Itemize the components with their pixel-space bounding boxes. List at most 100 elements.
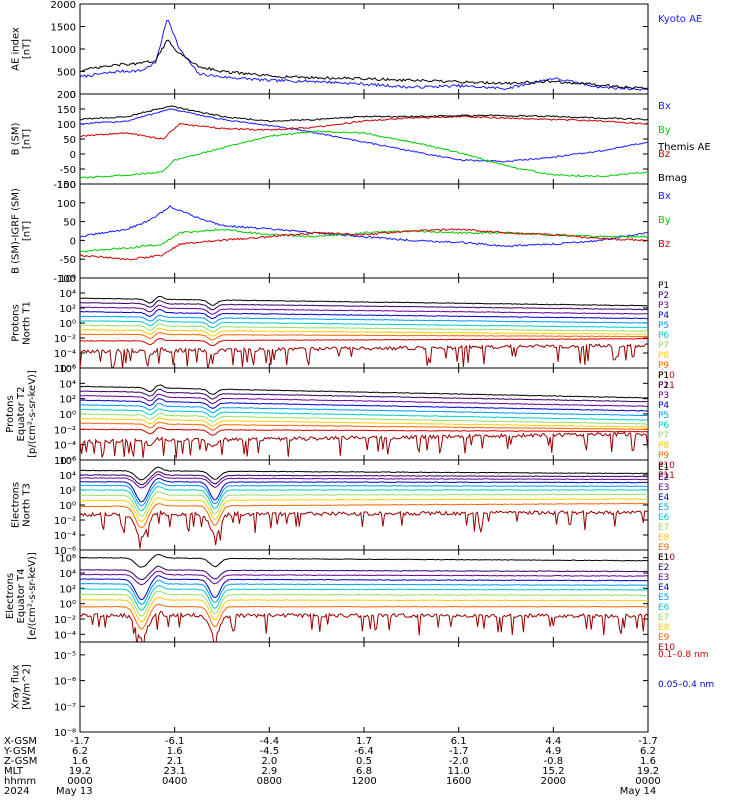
legend-label: P3 xyxy=(658,301,669,311)
x-axis-value: -6.1 xyxy=(165,736,185,747)
series-line-e3 xyxy=(80,474,648,489)
legend-label: P8 xyxy=(658,351,669,361)
series-line-p8 xyxy=(80,327,648,337)
series-line-p4 xyxy=(80,308,648,320)
y-tick-label: 10⁰ xyxy=(59,319,76,330)
legend-label: E6 xyxy=(658,513,670,523)
x-axis-row-label: Y-GSM xyxy=(3,746,36,757)
y-tick-label: 10⁻⁶ xyxy=(54,456,76,467)
legend-label: E1 xyxy=(658,463,669,473)
series-line-e7 xyxy=(80,590,648,617)
series-line-p9 xyxy=(80,331,648,341)
y-tick-label: 150 xyxy=(57,180,76,191)
legend-label: P10 xyxy=(658,371,675,381)
series-line-e6 xyxy=(80,584,648,611)
y-axis-label: [nT] xyxy=(22,129,33,149)
y-tick-label: 10⁻⁶ xyxy=(54,546,76,557)
legend-label: P7 xyxy=(658,341,669,351)
x-axis-value: 1.6 xyxy=(72,756,88,767)
legend-label: E5 xyxy=(658,593,669,603)
y-tick-label: 10⁻² xyxy=(54,615,76,626)
y-tick-label: 10⁶ xyxy=(59,456,76,467)
y-tick-label: 1500 xyxy=(51,23,76,34)
y-axis-label: B (SM) xyxy=(11,122,22,155)
y-tick-label: 10⁻⁷ xyxy=(54,702,76,713)
y-tick-label: -100 xyxy=(53,274,76,285)
legend-label: Bx xyxy=(658,101,671,112)
series-line-bx xyxy=(80,204,648,248)
x-axis-row-label: MLT xyxy=(4,766,24,777)
y-tick-label: 50 xyxy=(63,218,76,229)
x-axis-value: 2.0 xyxy=(261,756,277,767)
series-line-p1 xyxy=(80,384,648,399)
legend-label: E3 xyxy=(658,573,669,583)
legend-label: Bz xyxy=(658,149,670,160)
legend-label: E10 xyxy=(658,553,675,563)
legend-label: P9 xyxy=(658,361,669,371)
y-axis-label: [e/(cm²-s-sr-keV)] xyxy=(27,552,38,640)
y-tick-label: 200 xyxy=(57,90,76,101)
x-axis-value: May 14 xyxy=(620,786,657,797)
legend-label: P8 xyxy=(658,441,669,451)
y-tick-label: 10⁴ xyxy=(59,379,76,390)
x-axis-value: 1.6 xyxy=(167,746,183,757)
y-tick-label: 10⁻⁴ xyxy=(54,441,76,452)
y-axis-label: Protons xyxy=(11,304,22,341)
series-line-bz xyxy=(80,228,648,261)
y-tick-label: 2000 xyxy=(51,0,76,11)
series-line-p1 xyxy=(80,295,648,307)
y-tick-label: 10² xyxy=(59,486,76,497)
y-tick-label: 50 xyxy=(63,135,76,146)
x-axis-value: 4.4 xyxy=(545,736,561,747)
y-axis-label: Equator T2 xyxy=(16,387,27,442)
x-axis-value: 1.6 xyxy=(640,756,656,767)
legend-label: E8 xyxy=(658,623,670,633)
x-axis-value: 19.2 xyxy=(69,766,91,777)
series-line-by xyxy=(80,228,648,253)
x-axis-row-label: hhmm xyxy=(4,776,36,787)
x-axis-value: -6.4 xyxy=(354,746,374,757)
y-tick-label: 0 xyxy=(70,236,76,247)
y-tick-label: 0 xyxy=(70,90,76,101)
x-axis-value: 1600 xyxy=(446,776,471,787)
legend-label: P7 xyxy=(658,431,669,441)
series-line-e3 xyxy=(80,570,648,586)
legend-label: P9 xyxy=(658,451,669,461)
legend-label: E4 xyxy=(658,493,670,503)
x-axis-value: 0400 xyxy=(162,776,187,787)
panel-4-frame xyxy=(79,277,649,369)
legend-label: P11 xyxy=(658,471,675,481)
series-line-e7 xyxy=(80,491,648,517)
legend-label: P1 xyxy=(658,281,669,291)
legend-label: E3 xyxy=(658,483,669,493)
y-tick-label: 10⁶ xyxy=(59,554,76,565)
x-axis-row-label: X-GSM xyxy=(4,736,37,747)
y-axis-label: [nT] xyxy=(22,39,33,59)
x-axis-value: -0.8 xyxy=(544,756,564,767)
series-line-p6 xyxy=(80,408,648,421)
series-line-p2 xyxy=(80,388,648,403)
y-tick-label: 10⁻⁴ xyxy=(54,349,76,360)
legend-label: E9 xyxy=(658,543,670,553)
legend-label: P11 xyxy=(658,381,675,391)
x-axis-value: 15.2 xyxy=(542,766,564,777)
legend-label: E4 xyxy=(658,583,670,593)
panel-1-series xyxy=(80,20,648,92)
x-axis-value: 6.2 xyxy=(72,746,88,757)
y-tick-label: 10⁻⁵ xyxy=(54,651,76,662)
y-axis-label: AE index xyxy=(11,27,22,71)
legend-label: 0.1–0.8 nm xyxy=(658,650,708,660)
y-tick-label: 10⁰ xyxy=(59,600,76,611)
series-line-p10 xyxy=(80,337,648,347)
y-tick-label: -50 xyxy=(60,165,76,176)
y-tick-label: 10⁻² xyxy=(54,334,76,345)
y-axis-label: Electrons xyxy=(5,573,16,619)
y-axis-label: North T3 xyxy=(22,483,33,527)
series-line-kyoto-ae xyxy=(80,20,648,92)
series-line-p5 xyxy=(80,402,648,417)
series-line-e10 xyxy=(80,509,648,549)
x-axis-value: 0800 xyxy=(257,776,282,787)
x-axis-value: 2000 xyxy=(541,776,566,787)
legend-label: E7 xyxy=(658,613,669,623)
y-tick-label: 10⁻⁴ xyxy=(54,630,76,641)
